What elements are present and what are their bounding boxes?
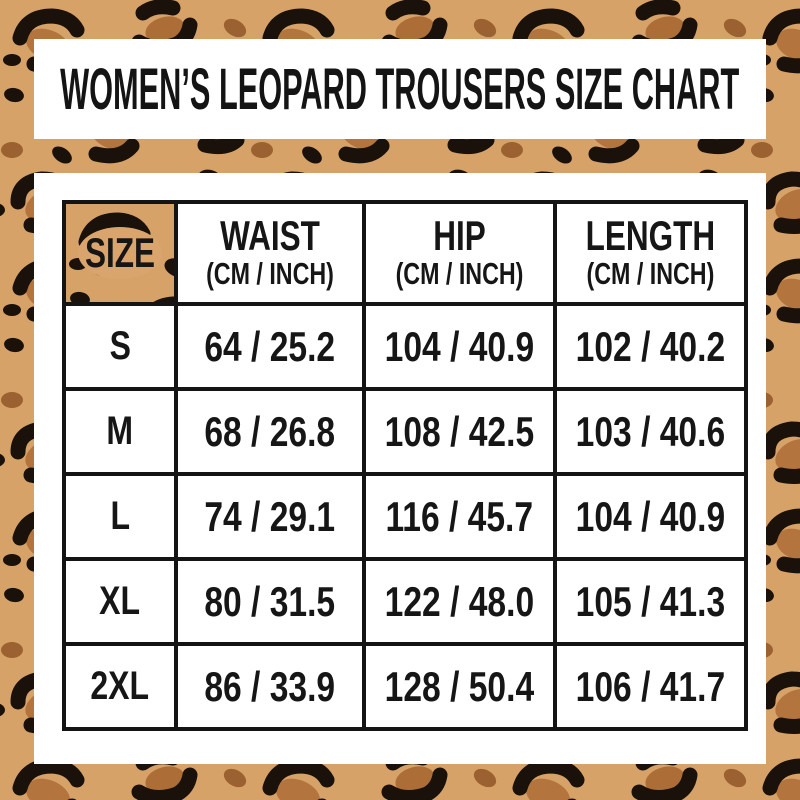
length-cell: 104 / 40.9 bbox=[553, 472, 748, 561]
size-label: S bbox=[109, 324, 131, 368]
column-header-waist-unit: (CM / INCH) bbox=[206, 255, 334, 291]
column-header-size: SIZE bbox=[62, 200, 178, 306]
hip-cell: 104 / 40.9 bbox=[362, 302, 557, 391]
waist-value: 68 / 26.8 bbox=[204, 407, 336, 455]
column-header-waist: WAIST (CM / INCH) bbox=[174, 200, 366, 306]
size-cell: S bbox=[62, 302, 178, 391]
leopard-texture-size-cell bbox=[68, 206, 172, 300]
waist-cell: 64 / 25.2 bbox=[174, 302, 366, 391]
waist-cell: 74 / 29.1 bbox=[174, 472, 366, 561]
waist-cell: 68 / 26.8 bbox=[174, 387, 366, 476]
waist-value: 86 / 33.9 bbox=[204, 662, 336, 710]
table-row-xl: XL 80 / 31.5 122 / 48.0 105 / 41.3 bbox=[62, 557, 748, 646]
table-panel: SIZE WAIST (CM / INCH) HIP (CM / INCH) L… bbox=[34, 173, 766, 764]
size-cell: L bbox=[62, 472, 178, 561]
title-banner: WOMEN’S LEOPARD TROUSERS SIZE CHART bbox=[34, 39, 766, 139]
length-cell: 106 / 41.7 bbox=[553, 642, 748, 731]
table-row-s: S 64 / 25.2 104 / 40.9 102 / 40.2 bbox=[62, 302, 748, 391]
size-label: XL bbox=[99, 579, 141, 623]
length-cell: 102 / 40.2 bbox=[553, 302, 748, 391]
waist-cell: 86 / 33.9 bbox=[174, 642, 366, 731]
length-value: 102 / 40.2 bbox=[575, 322, 726, 370]
waist-value: 74 / 29.1 bbox=[204, 492, 336, 540]
column-header-hip: HIP (CM / INCH) bbox=[362, 200, 557, 306]
size-label: M bbox=[106, 409, 134, 453]
length-cell: 105 / 41.3 bbox=[553, 557, 748, 646]
column-header-length-unit: (CM / INCH) bbox=[586, 255, 715, 291]
hip-value: 122 / 48.0 bbox=[384, 577, 535, 625]
size-label: L bbox=[110, 494, 130, 538]
waist-value: 64 / 25.2 bbox=[204, 322, 336, 370]
table-row-m: M 68 / 26.8 108 / 42.5 103 / 40.6 bbox=[62, 387, 748, 476]
size-cell: M bbox=[62, 387, 178, 476]
table-row-2xl: 2XL 86 / 33.9 128 / 50.4 106 / 41.7 bbox=[62, 642, 748, 731]
length-value: 105 / 41.3 bbox=[575, 577, 726, 625]
length-value: 106 / 41.7 bbox=[575, 662, 726, 710]
hip-cell: 122 / 48.0 bbox=[362, 557, 557, 646]
size-cell: 2XL bbox=[62, 642, 178, 731]
table-row-l: L 74 / 29.1 116 / 45.7 104 / 40.9 bbox=[62, 472, 748, 561]
size-label: 2XL bbox=[90, 664, 150, 708]
column-header-length: LENGTH (CM / INCH) bbox=[553, 200, 748, 306]
hip-cell: 108 / 42.5 bbox=[362, 387, 557, 476]
size-chart-table: SIZE WAIST (CM / INCH) HIP (CM / INCH) L… bbox=[62, 200, 748, 731]
hip-value: 128 / 50.4 bbox=[384, 662, 535, 710]
waist-cell: 80 / 31.5 bbox=[174, 557, 366, 646]
hip-value: 116 / 45.7 bbox=[385, 492, 534, 540]
hip-cell: 116 / 45.7 bbox=[362, 472, 557, 561]
length-cell: 103 / 40.6 bbox=[553, 387, 748, 476]
size-cell: XL bbox=[62, 557, 178, 646]
column-header-hip-unit: (CM / INCH) bbox=[395, 255, 524, 291]
column-header-waist-label: WAIST bbox=[220, 211, 320, 259]
hip-cell: 128 / 50.4 bbox=[362, 642, 557, 731]
length-value: 103 / 40.6 bbox=[575, 407, 726, 455]
length-value: 104 / 40.9 bbox=[575, 492, 726, 540]
table-header-row: SIZE WAIST (CM / INCH) HIP (CM / INCH) L… bbox=[62, 200, 748, 306]
hip-value: 104 / 40.9 bbox=[384, 322, 535, 370]
page-title: WOMEN’S LEOPARD TROUSERS SIZE CHART bbox=[60, 56, 740, 122]
hip-value: 108 / 42.5 bbox=[384, 407, 535, 455]
column-header-length-label: LENGTH bbox=[585, 211, 716, 259]
waist-value: 80 / 31.5 bbox=[204, 577, 336, 625]
column-header-hip-label: HIP bbox=[433, 211, 486, 259]
column-header-size-label: SIZE bbox=[84, 229, 156, 276]
